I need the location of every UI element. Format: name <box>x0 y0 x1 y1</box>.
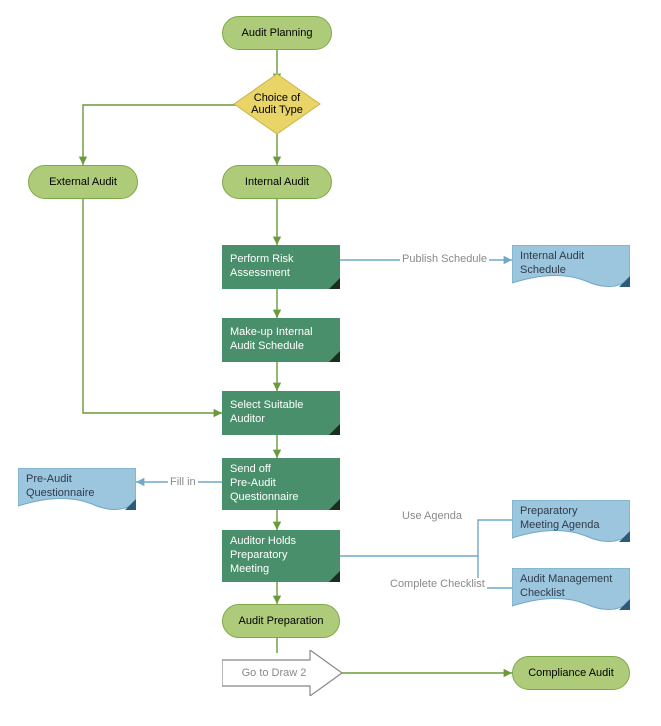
edge-label-agenda: Use Agenda <box>400 510 464 522</box>
process-select-auditor: Select Suitable Auditor <box>222 391 340 435</box>
process-makeup-schedule: Make-up Internal Audit Schedule <box>222 318 340 362</box>
doc-meeting-agenda: Preparatory Meeting Agenda <box>512 500 630 544</box>
start-node: Audit Planning <box>222 16 332 50</box>
external-audit-node: External Audit <box>28 165 138 199</box>
edge-label-fillin: Fill in <box>168 476 198 488</box>
start-label: Audit Planning <box>242 27 313 39</box>
edge-label-checklist: Complete Checklist <box>388 578 487 590</box>
compliance-audit-node: Compliance Audit <box>512 656 630 690</box>
external-audit-label: External Audit <box>49 176 117 188</box>
internal-audit-label: Internal Audit <box>245 176 309 188</box>
p4-label: Send off Pre-Audit Questionnaire <box>230 463 299 504</box>
process-risk-assessment: Perform Risk Assessment <box>222 245 340 289</box>
d2-label: Pre-Audit Questionnaire <box>26 473 95 501</box>
goto-label: Go to Draw 2 <box>242 667 307 679</box>
p1-label: Perform Risk Assessment <box>230 253 294 281</box>
decision-node: Choice of Audit Type <box>232 72 322 136</box>
doc-internal-schedule: Internal Audit Schedule <box>512 245 630 289</box>
p3-label: Select Suitable Auditor <box>230 399 303 427</box>
p5-label: Auditor Holds Preparatory Meeting <box>230 535 296 576</box>
edge-label-publish: Publish Schedule <box>400 253 489 265</box>
audit-preparation-node: Audit Preparation <box>222 604 340 638</box>
doc-pre-audit-questionnaire: Pre-Audit Questionnaire <box>18 468 136 512</box>
process-send-questionnaire: Send off Pre-Audit Questionnaire <box>222 458 340 510</box>
d4-label: Audit Management Checklist <box>520 573 612 601</box>
d1-label: Internal Audit Schedule <box>520 250 584 278</box>
comp-label: Compliance Audit <box>528 667 614 679</box>
d3-label: Preparatory Meeting Agenda <box>520 505 600 533</box>
internal-audit-node: Internal Audit <box>222 165 332 199</box>
prep-label: Audit Preparation <box>239 615 324 627</box>
goto-arrow: Go to Draw 2 <box>222 650 342 696</box>
doc-management-checklist: Audit Management Checklist <box>512 568 630 612</box>
p2-label: Make-up Internal Audit Schedule <box>230 326 313 354</box>
decision-label: Choice of Audit Type <box>251 92 303 116</box>
process-preparatory-meeting: Auditor Holds Preparatory Meeting <box>222 530 340 582</box>
